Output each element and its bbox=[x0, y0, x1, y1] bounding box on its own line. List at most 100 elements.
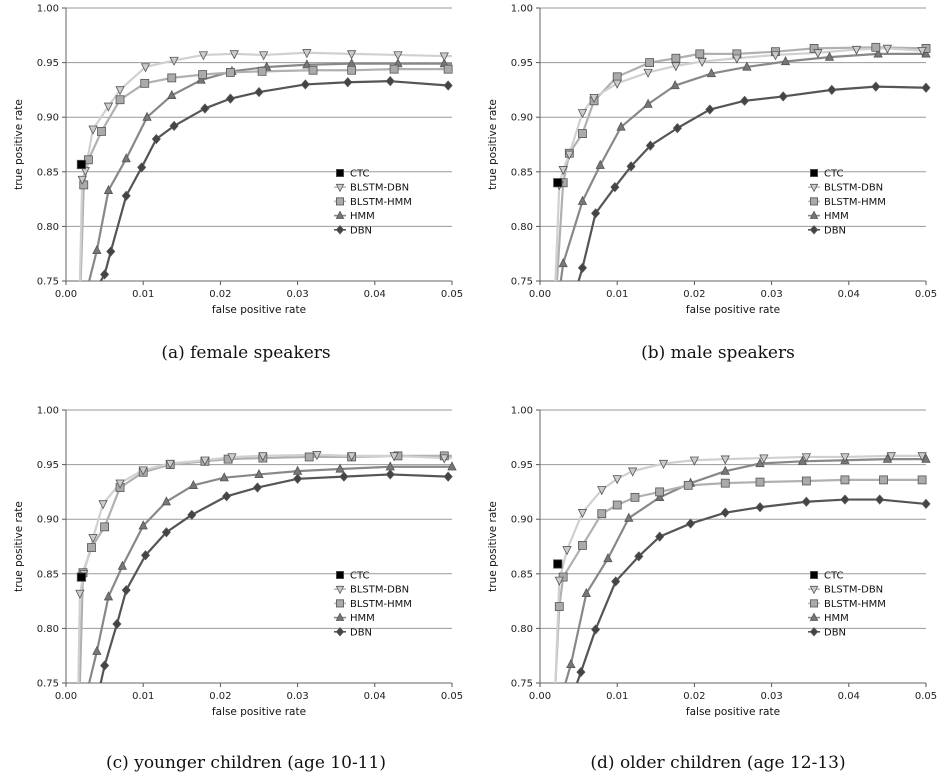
marker-hmm bbox=[624, 512, 634, 522]
chart-panel-c: 0.75 0.80 0.85 0.90 0.95 1.00 0.00 0.01 0.02 0.03… bbox=[13, 406, 463, 719]
marker-blstm-hmm bbox=[87, 543, 96, 552]
caption-d: (d) older children (age 12-13) bbox=[590, 753, 845, 773]
marker-dbn bbox=[827, 84, 837, 96]
marker-blstm-hmm bbox=[879, 475, 888, 485]
marker-hmm bbox=[92, 244, 102, 255]
marker-ctc bbox=[553, 559, 563, 569]
legend-marker bbox=[810, 599, 819, 608]
marker-blstm-hmm bbox=[389, 64, 399, 74]
x-tick-label: 0.05 bbox=[441, 691, 463, 702]
x-tick-label: 0.01 bbox=[606, 691, 628, 702]
x-tick-label: 0.04 bbox=[364, 691, 386, 702]
y-tick-label: 1.00 bbox=[37, 406, 59, 417]
marker-dbn bbox=[921, 82, 931, 93]
marker-hmm bbox=[616, 121, 626, 131]
marker-blstm-dbn bbox=[554, 576, 564, 586]
marker-blstm-dbn bbox=[103, 102, 114, 112]
marker-hmm bbox=[138, 520, 148, 530]
marker-dbn bbox=[576, 666, 586, 678]
marker-blstm-dbn bbox=[840, 453, 850, 463]
marker-dbn bbox=[121, 585, 131, 596]
marker-blstm-hmm bbox=[645, 58, 655, 67]
marker-hmm bbox=[742, 61, 752, 71]
marker-hmm bbox=[720, 465, 730, 475]
marker-dbn bbox=[252, 482, 262, 493]
marker-blstm-dbn bbox=[393, 51, 403, 61]
x-axis-title: false positive rate bbox=[686, 706, 780, 718]
x-axis-title: false positive rate bbox=[686, 304, 780, 316]
legend-item-ctc: CTC bbox=[335, 571, 370, 582]
legend-label: BLSTM-HMM bbox=[350, 599, 412, 610]
marker-blstm-hmm bbox=[554, 602, 564, 611]
legend-item-ctc: CTC bbox=[335, 169, 370, 180]
marker-blstm-dbn bbox=[115, 479, 125, 489]
marker-blstm-dbn bbox=[564, 150, 574, 160]
marker-blstm-dbn bbox=[597, 486, 607, 496]
x-tick-label: 0.02 bbox=[209, 289, 231, 300]
marker-dbn bbox=[875, 494, 885, 505]
caption-b: (b) male speakers bbox=[641, 343, 795, 363]
x-tick-label: 0.05 bbox=[915, 289, 937, 300]
marker-ctc bbox=[76, 159, 87, 170]
y-axis-title: true positive rate bbox=[487, 501, 499, 592]
marker-dbn bbox=[293, 473, 303, 484]
legend: CTC BLSTM-DBN BLSTM-HMM HMM DBN bbox=[334, 169, 412, 236]
marker-dbn bbox=[137, 162, 147, 173]
legend-marker bbox=[809, 183, 819, 193]
legend-item-dbn: DBN bbox=[334, 225, 372, 236]
y-tick-label: 0.95 bbox=[511, 58, 533, 69]
series-line-hmm bbox=[88, 62, 452, 281]
legend-label: BLSTM-HMM bbox=[824, 197, 886, 208]
series-line-blstm-hmm bbox=[555, 46, 927, 281]
marker-blstm-dbn bbox=[770, 51, 781, 61]
y-tick-label: 1.00 bbox=[511, 4, 533, 15]
series-line-hmm bbox=[88, 465, 452, 683]
marker-dbn bbox=[921, 498, 931, 510]
marker-dbn bbox=[385, 469, 395, 480]
marker-blstm-dbn bbox=[258, 51, 269, 61]
y-tick-label: 0.80 bbox=[511, 222, 533, 233]
marker-dbn bbox=[100, 660, 110, 671]
marker-blstm-hmm bbox=[257, 66, 267, 76]
legend-item-blstm-hmm: BLSTM-HMM bbox=[334, 197, 412, 208]
marker-blstm-dbn bbox=[813, 49, 823, 59]
marker-hmm bbox=[643, 98, 653, 108]
legend-label: DBN bbox=[350, 627, 372, 638]
marker-dbn bbox=[626, 161, 636, 172]
y-tick-label: 0.75 bbox=[511, 679, 533, 690]
legend-label: CTC bbox=[350, 571, 370, 582]
marker-blstm-dbn bbox=[732, 54, 742, 64]
legend: CTC BLSTM-DBN BLSTM-HMM HMM DBN bbox=[808, 571, 886, 638]
y-tick-label: 0.75 bbox=[37, 679, 59, 690]
marker-blstm-hmm bbox=[871, 42, 881, 52]
marker-blstm-dbn bbox=[882, 44, 893, 54]
series-line-blstm-hmm bbox=[78, 454, 452, 683]
marker-blstm-dbn bbox=[115, 86, 125, 96]
marker-blstm-dbn bbox=[917, 46, 927, 57]
marker-blstm-dbn bbox=[612, 475, 622, 485]
series-line-dbn bbox=[99, 80, 449, 281]
y-tick-label: 0.90 bbox=[37, 515, 59, 526]
marker-blstm-hmm bbox=[115, 95, 125, 105]
marker-blstm-dbn bbox=[697, 57, 707, 67]
marker-dbn bbox=[200, 103, 210, 114]
marker-blstm-hmm bbox=[801, 476, 811, 486]
marker-blstm-dbn bbox=[389, 452, 399, 462]
x-tick-label: 0.01 bbox=[606, 289, 628, 300]
marker-blstm-dbn bbox=[138, 466, 148, 476]
legend-label: BLSTM-HMM bbox=[824, 599, 886, 610]
x-tick-label: 0.00 bbox=[55, 289, 77, 300]
marker-dbn bbox=[801, 496, 811, 507]
legend-label: CTC bbox=[824, 571, 844, 582]
marker-blstm-dbn bbox=[229, 50, 239, 60]
marker-dbn bbox=[106, 246, 116, 257]
marker-blstm-dbn bbox=[75, 589, 85, 599]
y-axis-title: true positive rate bbox=[487, 99, 499, 190]
marker-dbn bbox=[169, 120, 179, 132]
x-tick-label: 0.01 bbox=[132, 691, 154, 702]
x-tick-label: 0.05 bbox=[441, 289, 463, 300]
y-tick-label: 0.85 bbox=[37, 569, 59, 580]
y-tick-label: 0.90 bbox=[511, 113, 533, 124]
legend-label: BLSTM-DBN bbox=[350, 585, 409, 596]
marker-dbn bbox=[577, 262, 587, 273]
